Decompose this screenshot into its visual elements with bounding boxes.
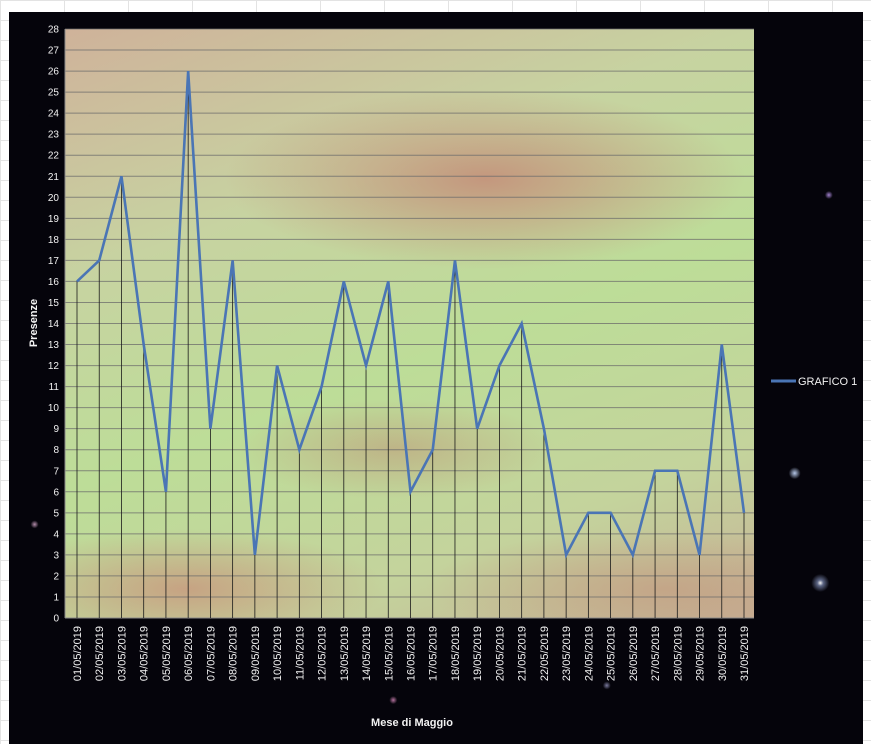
x-tick-label: 10/05/2019	[272, 626, 284, 681]
y-tick-label: 6	[53, 487, 59, 498]
y-tick-label: 23	[48, 130, 60, 141]
y-tick-label: 8	[53, 445, 59, 456]
x-tick-label: 15/05/2019	[383, 626, 395, 681]
drop-lines	[76, 71, 745, 618]
gridlines	[64, 28, 754, 619]
legend-label: GRAFICO 1	[798, 376, 857, 388]
legend[interactable]: GRAFICO 1	[771, 376, 857, 388]
x-tick-label: 11/05/2019	[294, 626, 306, 680]
y-tick-label: 13	[48, 340, 60, 351]
x-tick-label: 01/05/2019	[72, 626, 84, 681]
y-tick-label: 11	[49, 382, 60, 393]
y-tick-label: 2	[53, 571, 59, 582]
x-tick-label: 12/05/2019	[317, 626, 329, 681]
x-tick-label: 18/05/2019	[450, 626, 462, 681]
y-tick-label: 22	[48, 151, 60, 162]
x-tick-label: 22/05/2019	[539, 626, 551, 681]
x-tick-label: 16/05/2019	[406, 626, 418, 681]
y-tick-label: 10	[48, 403, 60, 414]
x-tick-label: 17/05/2019	[428, 626, 440, 681]
y-tick-label: 12	[48, 361, 60, 372]
y-tick-label: 19	[48, 214, 60, 225]
x-tick-label: 19/05/2019	[472, 626, 484, 681]
x-axis-ticks: 01/05/2019 02/05/2019 03/05/2019 04/05/2019…	[72, 626, 751, 681]
x-tick-label: 06/05/2019	[183, 626, 195, 681]
x-tick-label: 21/05/2019	[517, 626, 529, 681]
y-tick-label: 15	[48, 298, 60, 309]
y-tick-label: 3	[53, 550, 59, 561]
x-tick-label: 13/05/2019	[339, 626, 351, 681]
x-tick-label: 07/05/2019	[205, 626, 217, 681]
y-axis-title: Presenze	[28, 299, 40, 347]
x-tick-label: 25/05/2019	[606, 626, 618, 681]
x-tick-label: 04/05/2019	[139, 626, 151, 681]
y-tick-label: 24	[48, 109, 60, 120]
x-tick-label: 03/05/2019	[116, 626, 128, 681]
x-tick-label: 26/05/2019	[628, 626, 640, 681]
x-tick-label: 24/05/2019	[583, 626, 595, 681]
y-tick-label: 0	[53, 614, 59, 625]
y-tick-label: 25	[48, 88, 60, 99]
y-tick-label: 14	[48, 319, 60, 330]
y-tick-label: 17	[48, 256, 60, 267]
y-tick-label: 16	[48, 277, 60, 288]
y-tick-label: 4	[53, 529, 59, 540]
y-tick-label: 28	[48, 25, 60, 36]
y-tick-label: 18	[48, 235, 60, 246]
y-tick-label: 1	[53, 592, 59, 603]
series-line-grafico-1[interactable]	[76, 70, 746, 559]
x-tick-label: 14/05/2019	[361, 626, 373, 681]
x-tick-label: 29/05/2019	[695, 626, 707, 681]
x-tick-label: 31/05/2019	[739, 626, 751, 681]
y-tick-label: 20	[48, 193, 60, 204]
x-tick-label: 27/05/2019	[650, 626, 662, 681]
y-tick-label: 21	[48, 172, 60, 183]
y-tick-label: 27	[48, 46, 60, 57]
series-group	[76, 70, 746, 559]
x-tick-label: 30/05/2019	[717, 626, 729, 681]
x-axis-title: Mese di Maggio	[371, 717, 453, 729]
y-tick-label: 5	[53, 508, 59, 519]
y-axis-ticks: 0123456789101112131415161718192021222324…	[48, 25, 60, 625]
x-tick-label: 05/05/2019	[161, 626, 173, 681]
x-tick-label: 02/05/2019	[94, 626, 106, 681]
x-tick-label: 08/05/2019	[228, 626, 240, 681]
x-tick-label: 23/05/2019	[561, 626, 573, 681]
y-tick-label: 7	[53, 466, 59, 477]
x-tick-label: 20/05/2019	[494, 626, 506, 681]
x-tick-label: 28/05/2019	[672, 626, 684, 681]
y-tick-label: 26	[48, 67, 60, 78]
y-tick-label: 9	[53, 424, 59, 435]
x-tick-label: 09/05/2019	[250, 626, 262, 681]
